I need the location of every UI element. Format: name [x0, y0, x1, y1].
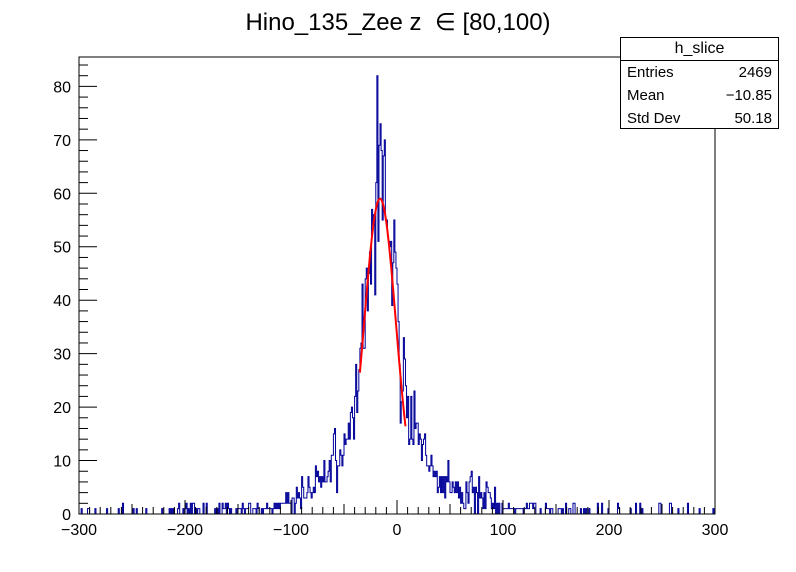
tick-labels-layer: −300 −200 −100 0 100 200 300 0 10 20 30 40 50 60 70 80 — [53, 79, 728, 539]
stats-row-mean: Mean −10.85 — [621, 84, 778, 107]
y-tick-label: 30 — [53, 347, 71, 364]
entries-label: Entries — [627, 64, 674, 81]
y-tick-label: 10 — [53, 454, 71, 471]
x-tick-label: 200 — [596, 522, 623, 539]
stats-box-title: h_slice — [621, 38, 778, 61]
y-tick-label: 0 — [62, 507, 71, 524]
stddev-value: 50.18 — [734, 110, 772, 127]
histogram-series-line — [79, 75, 715, 515]
stats-row-stddev: Std Dev 50.18 — [621, 107, 778, 130]
ticks-layer — [78, 64, 716, 515]
stddev-label: Std Dev — [627, 110, 681, 127]
y-tick-label: 20 — [53, 400, 71, 417]
chart-title: Hino_135_Zee z ∈ [80,100) — [245, 9, 551, 36]
fit-layer — [358, 197, 407, 427]
x-tick-label: −300 — [61, 522, 97, 539]
entries-value: 2469 — [738, 64, 772, 81]
x-tick-label: −100 — [273, 522, 309, 539]
gaussian-fit-line — [358, 197, 407, 427]
y-tick-label: 80 — [53, 79, 71, 96]
y-tick-label: 50 — [53, 240, 71, 257]
y-tick-label: 40 — [53, 293, 71, 310]
y-tick-label: 60 — [53, 186, 71, 203]
mean-label: Mean — [627, 87, 665, 104]
x-tick-label: 100 — [490, 522, 517, 539]
x-tick-label: 0 — [393, 522, 402, 539]
x-tick-label: −200 — [167, 522, 203, 539]
stats-row-entries: Entries 2469 — [621, 61, 778, 84]
x-tick-label: 300 — [702, 522, 729, 539]
mean-value: −10.85 — [725, 87, 772, 104]
y-tick-label: 70 — [53, 133, 71, 150]
stats-box: h_slice Entries 2469 Mean −10.85 Std Dev… — [620, 37, 779, 129]
histogram-layer — [79, 75, 715, 515]
